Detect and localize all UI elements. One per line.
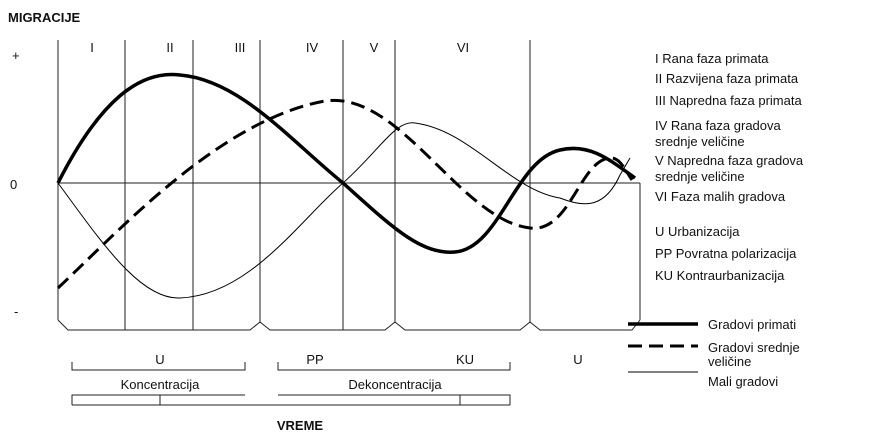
phase: VI [457,40,469,55]
stage: PP [306,352,323,367]
phase: II [166,40,173,55]
legend-item: KU Kontraurbanizacija [655,268,785,283]
legend-item: U Urbanizacija [655,224,740,239]
phase: V [370,40,379,55]
legend-item: I Rana faza primata [655,51,769,66]
stage: KU [456,352,474,367]
legend-item: veličine [708,354,751,369]
phase: I [90,40,94,55]
zero: 0 [10,177,17,192]
legend-item: II Razvijena faza primata [655,71,799,86]
small-curve [57,122,631,299]
period: Dekoncentracija [348,377,442,392]
phase: IV [306,40,319,55]
phase-labels: I II III IV V VI [90,40,469,55]
phase-legend: I Rana faza primata II Razvijena faza pr… [655,51,804,283]
minus: - [14,304,18,319]
stage: U [573,352,582,367]
stage: U [155,352,164,367]
medium-curve [56,98,634,290]
legend-item: VI Faza malih gradova [655,189,786,204]
line-legend: Gradovi primati Gradovi srednje veličine… [628,317,800,389]
legend-item: Gradovi srednje [708,340,800,355]
frame [57,40,641,331]
title: MIGRACIJE [8,10,81,25]
primate-curve [56,72,637,254]
legend-item: III Napredna faza primata [655,93,802,108]
legend-item: V Napredna faza gradova [655,153,804,168]
phase: III [235,40,246,55]
legend-item: Gradovi primati [708,317,796,332]
x-label: VREME [277,418,324,433]
brackets [71,362,511,406]
legend-item: srednje veličine [655,169,745,184]
legend-item: Mali gradovi [708,374,778,389]
legend-item: PP Povratna polarizacija [655,246,797,261]
plus: + [12,48,20,63]
stage-labels: U PP KU U Koncentracija Dekoncentracija [121,352,583,392]
period: Koncentracija [121,377,201,392]
legend-item: srednje veličine [655,134,745,149]
legend-item: IV Rana faza gradova [655,118,782,133]
